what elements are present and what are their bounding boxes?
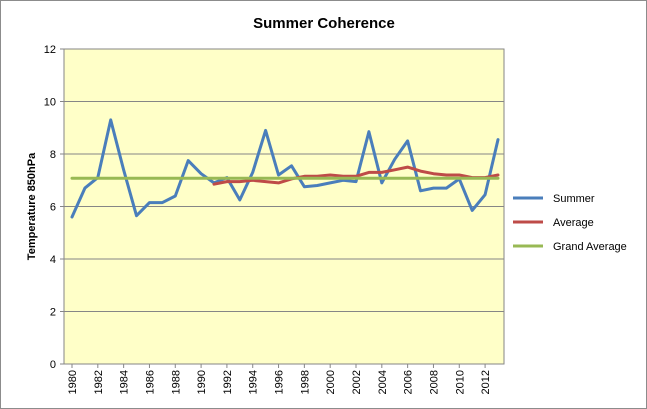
gridlines (60, 48, 504, 365)
x-tick-label: 2002 (351, 370, 363, 394)
y-tick-label: 0 (50, 359, 56, 371)
legend-label: Average (553, 217, 594, 229)
x-tick-label: 1988 (170, 370, 182, 394)
legend-label: Summer (553, 193, 595, 205)
y-tick-labels: 0 2 4 6 8 10 12 (44, 44, 56, 371)
axes (63, 49, 504, 368)
x-tick-label: 2012 (480, 370, 492, 394)
chart-title: Summer Coherence (253, 15, 395, 32)
x-tick-labels: 1980 1982 1984 1986 1988 1990 1992 1994 1996 1998… (67, 370, 492, 394)
series-lines (70, 118, 500, 219)
series-line-summer (70, 118, 500, 219)
x-tick-label: 2006 (403, 370, 415, 394)
y-tick-label: 6 (50, 202, 56, 214)
y-tick-label: 8 (50, 149, 56, 161)
y-tick-label: 2 (50, 307, 56, 319)
legend: Summer Average Grand Average (513, 193, 627, 253)
y-tick-label: 10 (44, 97, 56, 109)
x-tick-label: 2008 (428, 370, 440, 394)
legend-label: Grand Average (553, 241, 627, 253)
x-tick-label: 2000 (325, 370, 337, 394)
x-tick-label: 1986 (144, 370, 156, 394)
x-tick-label: 1996 (274, 370, 286, 394)
y-tick-label: 12 (44, 44, 56, 56)
x-tick-label: 1992 (222, 370, 234, 394)
x-tick-label: 1990 (196, 370, 208, 394)
x-tick-label: 1980 (67, 370, 79, 394)
x-tick-label: 2010 (454, 370, 466, 394)
x-tick-label: 1982 (93, 370, 105, 394)
x-tick-label: 2004 (377, 370, 389, 394)
x-tick-label: 1994 (248, 370, 260, 394)
series-line-average (212, 165, 500, 186)
x-tick-label: 1984 (119, 370, 131, 394)
x-tick-label: 1998 (299, 370, 311, 394)
y-tick-label: 4 (50, 254, 56, 266)
y-axis-title: Temperature 850hPa (26, 152, 38, 260)
